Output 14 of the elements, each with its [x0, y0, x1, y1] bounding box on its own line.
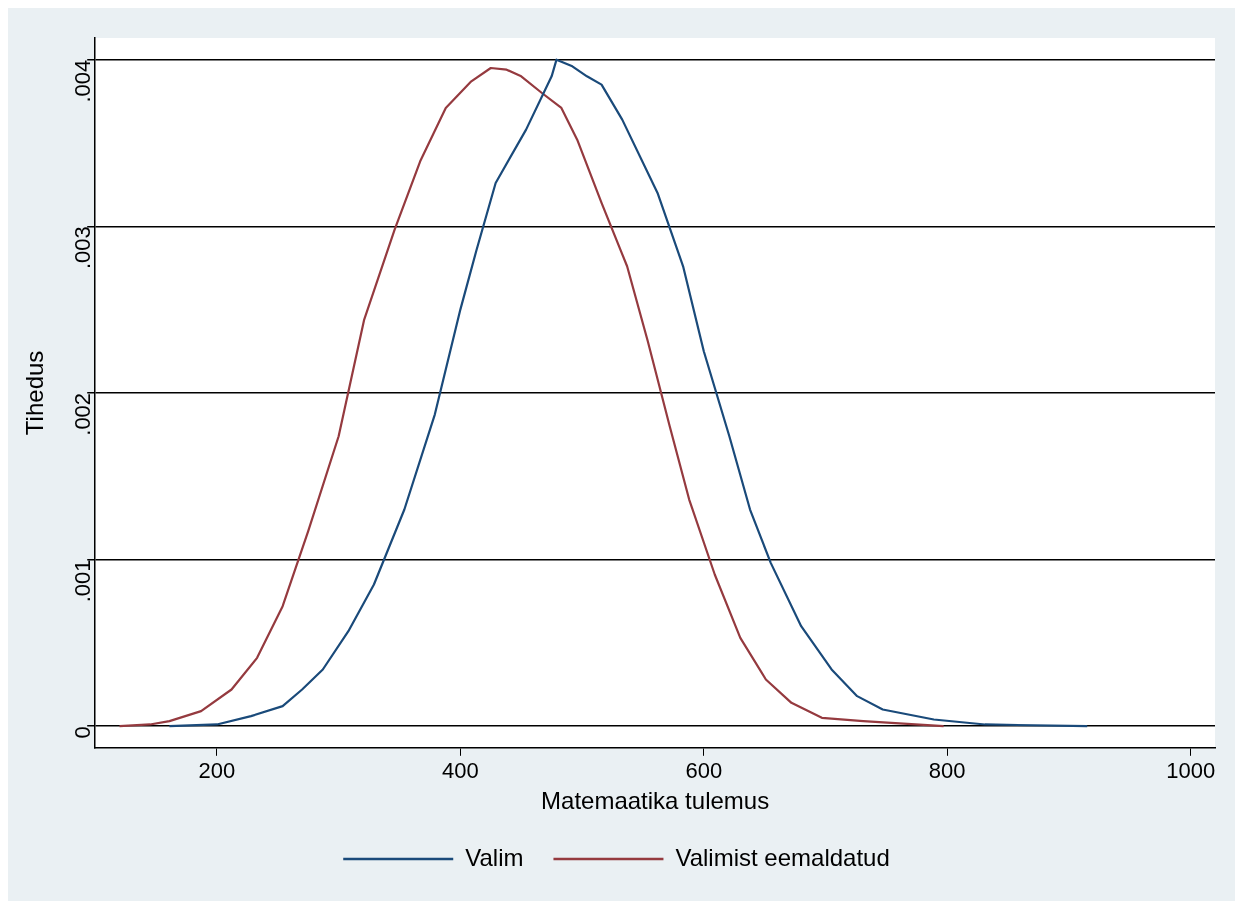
x-tick-label: 600 [685, 758, 723, 784]
x-axis-title: Matemaatika tulemus [541, 787, 770, 815]
y-tick-label: 0 [70, 726, 96, 739]
x-tick-label: 800 [928, 758, 966, 784]
y-tick-label: .004 [70, 59, 96, 103]
y-tick-label: .002 [70, 392, 96, 436]
legend-label: Valimist eemaldatud [675, 843, 890, 871]
x-tick-label: 200 [198, 758, 236, 784]
y-tick-label: .003 [70, 226, 96, 270]
y-tick-label: .001 [70, 559, 96, 603]
x-tick-label: 1000 [1166, 758, 1216, 784]
x-tick-label: 400 [441, 758, 479, 784]
y-axis-title: Tihedus [21, 350, 49, 436]
legend-label: Valim [465, 843, 524, 871]
